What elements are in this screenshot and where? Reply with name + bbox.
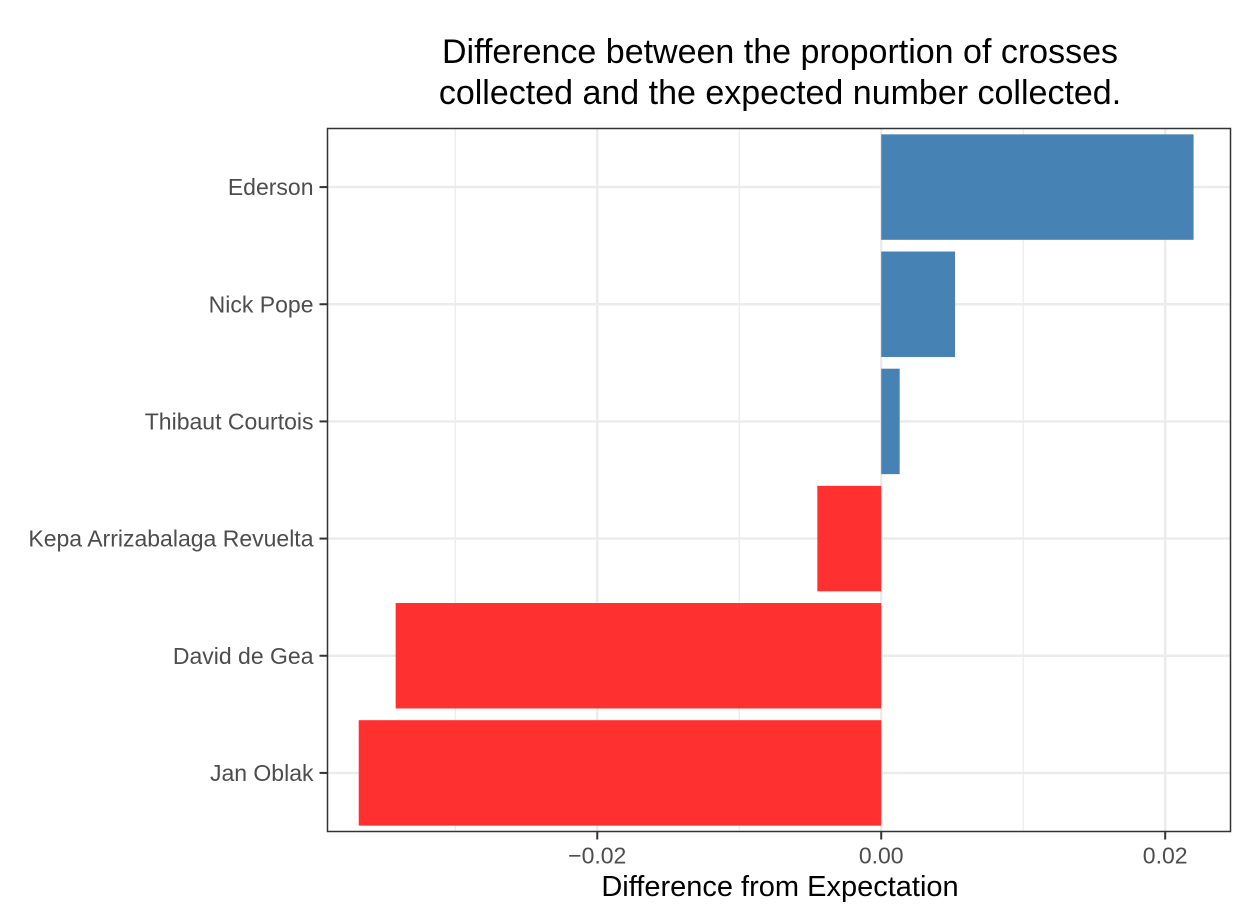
chart-title-line-1: Difference between the proportion of cro…: [442, 33, 1118, 71]
chart-title: Difference between the proportion of cro…: [439, 33, 1121, 112]
panel-border: [326, 127, 1232, 833]
y-tick-label: Ederson: [228, 174, 314, 200]
bar: [817, 485, 882, 592]
y-tick-label: Kepa Arrizabalaga Revuelta: [28, 526, 313, 552]
y-tick-label: Jan Oblak: [210, 760, 314, 786]
bar: [881, 251, 956, 357]
y-tick-label: Nick Pope: [209, 291, 314, 317]
bar: [395, 603, 882, 709]
y-tick-label: Thibaut Courtois: [145, 408, 314, 434]
bar: [881, 134, 1194, 240]
bar: [881, 368, 900, 475]
x-axis-title: Difference from Expectation: [601, 871, 958, 903]
plot-panel: [326, 127, 1232, 833]
y-axis: Ederson Nick Pope Thibaut Courtois Kepa Arr…: [28, 174, 328, 786]
x-tick-label: 0.02: [1143, 843, 1188, 869]
y-tick-label: David de Gea: [173, 643, 314, 669]
x-tick-label: −0.02: [568, 843, 626, 869]
x-tick-label: 0.00: [859, 843, 904, 869]
bars: [358, 134, 1194, 826]
chart-title-line-2: collected and the expected number collec…: [439, 74, 1121, 112]
bar: [358, 720, 882, 826]
x-axis: −0.02 0.00 0.02: [568, 831, 1188, 869]
gridlines: [327, 128, 1231, 832]
